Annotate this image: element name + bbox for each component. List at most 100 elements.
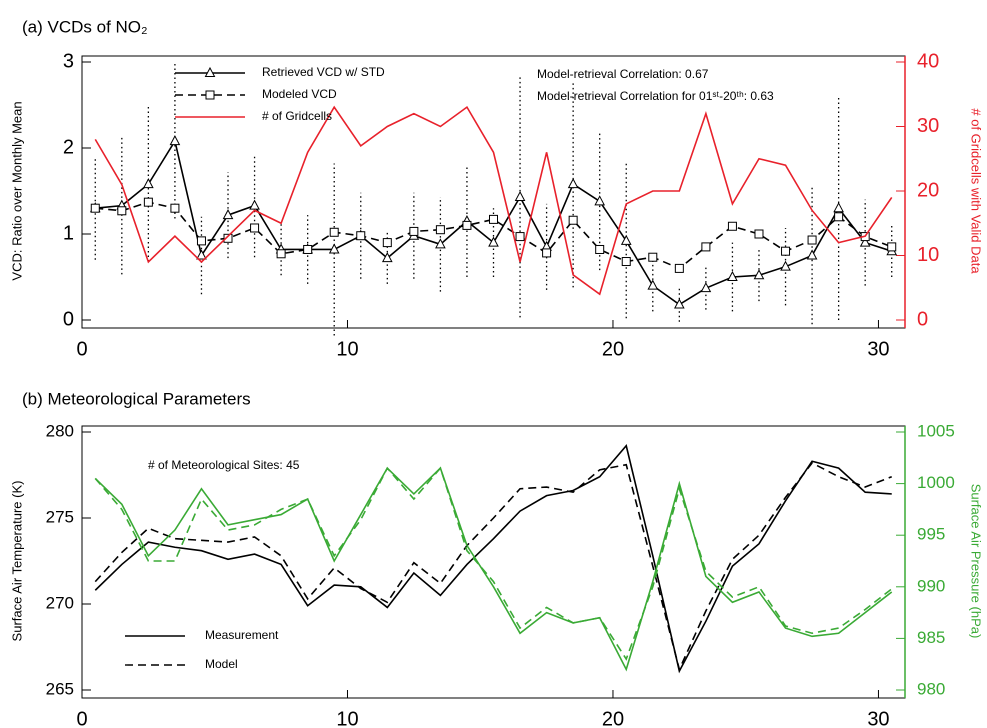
marker — [117, 206, 127, 216]
marker — [833, 202, 844, 213]
legend-label: Measurement — [205, 628, 279, 642]
marker — [567, 178, 579, 189]
marker — [887, 242, 897, 252]
marker — [620, 234, 632, 245]
y2-tick-label: 1005 — [917, 421, 955, 440]
x-tick-label: 20 — [602, 338, 624, 360]
y2-tick-label: 0 — [917, 308, 928, 330]
marker — [435, 238, 446, 249]
marker — [807, 235, 817, 245]
marker — [754, 229, 764, 239]
y2-tick-label: 980 — [917, 679, 945, 698]
x-tick-label: 10 — [336, 338, 358, 360]
marker — [700, 282, 712, 293]
marker — [859, 236, 871, 247]
y-tick-label: 0 — [63, 308, 74, 330]
y-axis-label: VCD: Ratio over Monthly Mean — [9, 101, 24, 280]
marker — [143, 178, 154, 189]
y-axis-label: Surface Air Temperature (K) — [9, 481, 24, 642]
marker — [701, 242, 711, 252]
annotation: Model-retrieval Correlation: 0.67 — [537, 67, 709, 81]
marker — [381, 252, 393, 263]
y2-axis-label: Surface Air Pressure (hPa) — [969, 484, 984, 639]
series-line — [94, 105, 893, 296]
x-tick-label: 20 — [602, 708, 624, 728]
legend-label: Model — [205, 657, 238, 671]
marker — [674, 298, 685, 309]
marker — [542, 248, 552, 258]
marker — [249, 199, 260, 210]
marker — [780, 260, 791, 271]
x-tick-label: 10 — [336, 708, 358, 728]
marker — [515, 232, 525, 242]
marker — [435, 225, 445, 235]
legend-label: Retrieved VCD w/ STD — [262, 65, 385, 79]
marker — [621, 257, 631, 267]
y-tick-label: 280 — [46, 421, 74, 440]
y-tick-label: 1 — [63, 222, 74, 244]
marker — [143, 197, 153, 207]
y-tick-label: 2 — [63, 136, 74, 158]
y2-tick-label: 30 — [917, 115, 939, 137]
marker — [196, 236, 206, 246]
legend-label: Modeled VCD — [262, 87, 337, 101]
y2-tick-label: 10 — [917, 244, 939, 266]
y-tick-label: 270 — [46, 593, 74, 612]
marker — [462, 220, 472, 230]
chart-title: (a) VCDs of NO₂ — [22, 17, 148, 36]
marker — [568, 215, 578, 225]
y2-axis-label: # of Gridcells with Valid Data — [969, 108, 984, 274]
marker — [647, 279, 659, 290]
marker — [196, 249, 207, 260]
legend-marker — [205, 90, 215, 100]
chart-title: (b) Meteorological Parameters — [22, 389, 251, 408]
marker — [727, 221, 737, 231]
marker — [489, 214, 498, 224]
plot-frame — [81, 55, 906, 329]
series-line — [94, 444, 892, 674]
marker — [409, 226, 419, 236]
marker — [674, 263, 684, 273]
y-tick-label: 275 — [46, 507, 74, 526]
marker — [382, 238, 392, 248]
marker — [276, 249, 286, 259]
y2-tick-label: 20 — [917, 179, 939, 201]
series-line — [94, 466, 893, 672]
marker — [806, 249, 818, 260]
marker — [328, 243, 340, 254]
y2-tick-label: 995 — [917, 525, 945, 544]
y2-tick-label: 990 — [917, 576, 945, 595]
marker — [648, 252, 658, 262]
marker — [727, 270, 738, 281]
x-tick-label: 30 — [867, 708, 889, 728]
annotation: # of Meteorological Sites: 45 — [148, 458, 300, 472]
x-tick-label: 0 — [76, 338, 87, 360]
marker — [514, 190, 526, 202]
marker — [223, 233, 233, 243]
marker — [834, 212, 844, 222]
marker — [222, 209, 234, 220]
y-tick-label: 265 — [46, 679, 74, 698]
marker — [781, 246, 791, 256]
x-tick-label: 0 — [76, 708, 87, 728]
annotation: Model-retrieval Correlation for 01ˢᵗ-20ᵗ… — [537, 89, 774, 103]
marker — [488, 236, 499, 247]
legend-label: # of Gridcells — [262, 109, 332, 123]
marker — [170, 203, 180, 213]
marker — [753, 269, 765, 280]
marker — [250, 223, 260, 233]
marker — [594, 195, 606, 206]
marker — [329, 227, 339, 237]
series-line — [94, 466, 893, 661]
y-tick-label: 3 — [63, 50, 74, 72]
y2-tick-label: 985 — [917, 628, 945, 647]
series-line — [94, 461, 893, 672]
marker — [595, 244, 605, 254]
marker — [303, 244, 313, 254]
legend-marker — [204, 66, 216, 77]
y2-tick-label: 1000 — [917, 473, 955, 492]
y2-tick-label: 40 — [917, 50, 939, 72]
marker — [169, 135, 181, 146]
marker — [90, 203, 100, 213]
